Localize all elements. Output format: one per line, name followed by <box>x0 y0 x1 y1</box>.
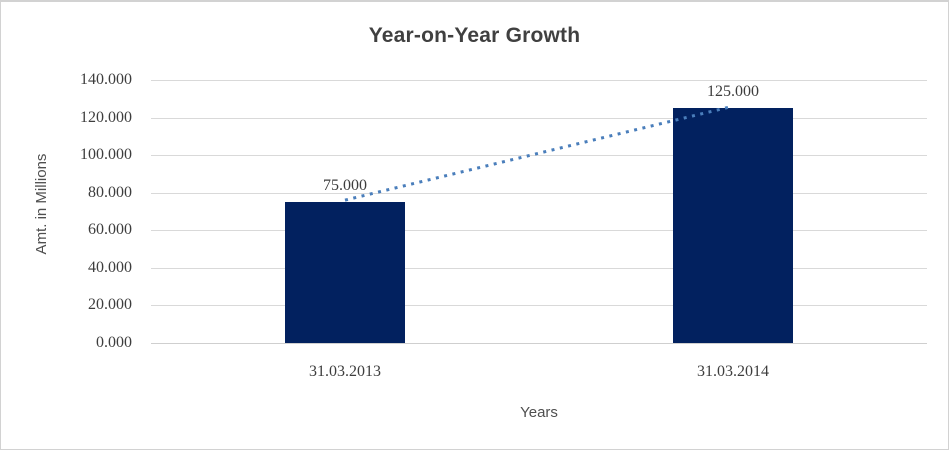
y-tick-label: 140.000 <box>80 71 132 88</box>
y-tick-label: 100.000 <box>80 146 132 164</box>
gridline <box>151 155 927 157</box>
y-tick-label: 40.000 <box>88 258 132 276</box>
bar <box>285 202 405 343</box>
x-tick-label: 31.03.2014 <box>697 363 769 380</box>
gridline <box>151 305 927 307</box>
chart-title: Year-on-Year Growth <box>368 24 581 47</box>
y-tick-label: 0.000 <box>96 334 132 351</box>
gridline <box>151 230 927 232</box>
gridline <box>151 192 927 194</box>
x-axis-line <box>151 343 927 344</box>
bar <box>673 108 793 343</box>
y-tick-label: 120.000 <box>80 108 132 126</box>
gridline <box>151 80 927 81</box>
gridline <box>151 267 927 269</box>
data-label: 75.000 <box>323 177 367 195</box>
x-tick-label: 31.03.2013 <box>309 363 381 380</box>
y-tick-label: 80.000 <box>88 183 132 201</box>
y-tick-label: 60.000 <box>88 221 132 239</box>
y-tick-label: 20.000 <box>88 296 132 314</box>
x-axis-title: Years <box>520 404 558 421</box>
data-label: 125.000 <box>707 83 759 101</box>
gridline <box>151 117 927 119</box>
plot-area <box>151 80 927 344</box>
